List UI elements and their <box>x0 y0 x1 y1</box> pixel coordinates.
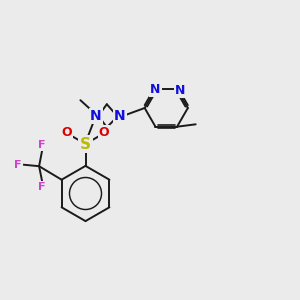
Text: N: N <box>114 110 126 123</box>
Text: S: S <box>80 137 91 152</box>
Text: F: F <box>38 182 46 192</box>
Text: N: N <box>150 83 161 96</box>
Text: N: N <box>175 84 185 97</box>
Text: F: F <box>38 140 46 150</box>
Text: N: N <box>90 109 102 123</box>
Text: O: O <box>99 126 110 140</box>
Text: F: F <box>14 160 22 170</box>
Text: O: O <box>61 126 72 140</box>
